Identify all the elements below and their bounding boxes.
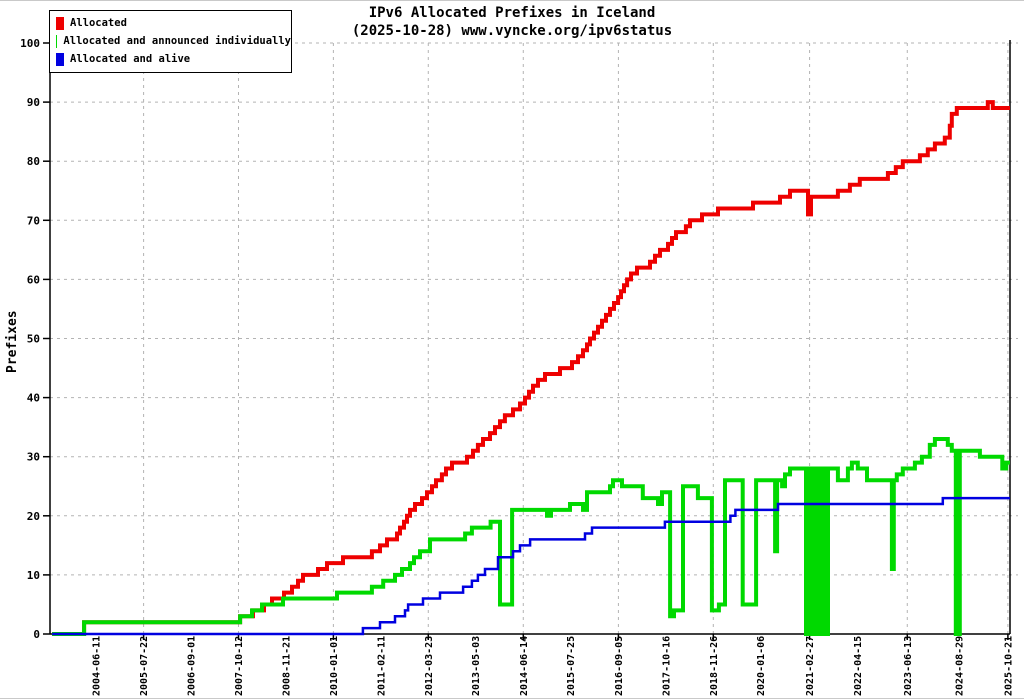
y-tick-label: 90 — [27, 96, 40, 109]
legend-item-1: Allocated — [56, 14, 291, 32]
x-tick-label: 2025-10-21 — [1003, 636, 1014, 696]
y-tick-label: 80 — [27, 155, 40, 168]
x-tick-label: 2014-06-14 — [519, 636, 530, 696]
series-line-allocated-and-alive — [52, 496, 1010, 636]
y-tick-label: 30 — [27, 451, 40, 464]
legend-label: Allocated and alive — [70, 53, 191, 65]
y-gridlines-and-ticks: 0 10 20 30 40 50 60 70 80 90 100 — [20, 37, 1018, 641]
y-tick-label: 40 — [27, 392, 40, 405]
x-tick-label: 2017-10-16 — [661, 636, 672, 696]
title-block: IPv6 Allocated Prefixes in Iceland (2025… — [0, 4, 1024, 40]
bottom-border-line — [0, 698, 1024, 699]
y-tick-label: 50 — [27, 333, 40, 346]
legend-swatch-icon — [56, 52, 64, 66]
y-tick-label: 0 — [33, 628, 40, 641]
legend-label: Allocated and announced individually — [63, 35, 291, 47]
x-tick-label: 2018-11-26 — [709, 636, 720, 696]
y-tick-label: 100 — [20, 37, 40, 50]
x-tick-label: 2022-04-15 — [853, 636, 864, 696]
series-line-allocated-and-announced-individually — [52, 437, 1010, 636]
legend-item-3: Allocated and alive — [56, 50, 291, 68]
x-tick-label: 2016-09-05 — [614, 636, 625, 696]
y-tick-label: 70 — [27, 214, 40, 227]
x-tick-label: 2015-07-25 — [566, 636, 577, 696]
x-tick-label: 2005-07-22 — [139, 636, 150, 696]
x-tick-label: 2013-05-03 — [471, 636, 482, 696]
legend-swatch-icon — [56, 16, 64, 30]
chart-title: IPv6 Allocated Prefixes in Iceland — [368, 5, 656, 21]
x-tick-label: 2011-02-11 — [376, 636, 387, 696]
x-tick-label: 2007-10-12 — [234, 636, 245, 696]
x-gridlines-and-ticks: 2004-06-11 2005-07-22 2006-09-01 2007-10-12… — [92, 43, 1014, 696]
legend: Allocated Allocated and announced individ… — [49, 10, 292, 73]
x-tick-label: 2020-01-06 — [756, 636, 767, 696]
series-line-allocated — [52, 100, 1010, 636]
x-tick-label: 2006-09-01 — [187, 636, 198, 696]
x-tick-label: 2004-06-11 — [92, 636, 103, 696]
y-tick-label: 10 — [27, 569, 40, 582]
x-tick-label: 2012-03-23 — [424, 636, 435, 696]
y-tick-label: 20 — [27, 510, 40, 523]
x-tick-label: 2021-02-27 — [805, 636, 816, 696]
y-tick-label: 60 — [27, 273, 40, 286]
y-axis-title: Prefixes — [5, 310, 20, 373]
chart-subtitle: (2025-10-28) www.vyncke.org/ipv6status — [351, 23, 673, 39]
x-tick-label: 2010-01-01 — [329, 636, 340, 696]
legend-item-2: Allocated and announced individually — [56, 32, 291, 50]
legend-label: Allocated — [70, 17, 127, 29]
legend-swatch-icon — [56, 34, 58, 48]
top-border-line — [0, 0, 1024, 1]
x-tick-label: 2023-06-13 — [903, 636, 914, 696]
x-tick-label: 2008-11-21 — [281, 636, 292, 696]
x-tick-label: 2024-08-29 — [955, 636, 966, 696]
